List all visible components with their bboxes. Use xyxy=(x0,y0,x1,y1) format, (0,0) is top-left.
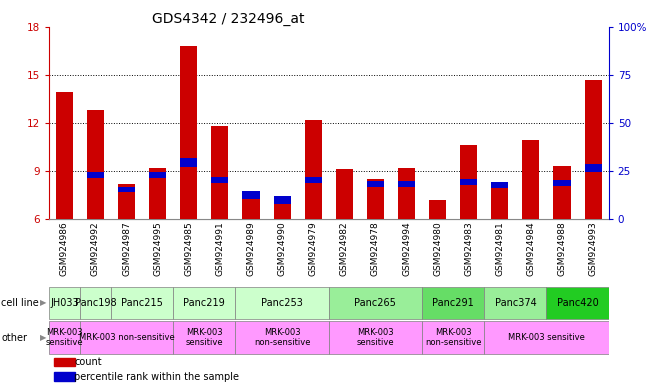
Text: other: other xyxy=(1,333,27,343)
Text: percentile rank within the sample: percentile rank within the sample xyxy=(74,371,239,382)
Text: GSM924990: GSM924990 xyxy=(277,221,286,276)
Text: GSM924991: GSM924991 xyxy=(215,221,225,276)
Text: MRK-003
sensitive: MRK-003 sensitive xyxy=(357,328,395,347)
Bar xyxy=(236,287,329,319)
Text: Panc265: Panc265 xyxy=(355,298,396,308)
Bar xyxy=(55,358,75,366)
Text: GSM924992: GSM924992 xyxy=(91,221,100,276)
Text: MRK-003
sensitive: MRK-003 sensitive xyxy=(186,328,223,347)
Bar xyxy=(173,287,236,319)
Bar xyxy=(492,184,508,219)
Bar xyxy=(118,184,135,219)
Bar xyxy=(149,172,166,178)
Bar xyxy=(273,201,290,219)
Text: Panc374: Panc374 xyxy=(495,298,536,308)
Bar xyxy=(212,177,229,183)
Bar xyxy=(484,321,609,354)
Text: MRK-003
non-sensitive: MRK-003 non-sensitive xyxy=(254,328,311,347)
Text: GSM924981: GSM924981 xyxy=(495,221,505,276)
Text: GSM924985: GSM924985 xyxy=(184,221,193,276)
Bar xyxy=(111,287,173,319)
Text: GSM924993: GSM924993 xyxy=(589,221,598,276)
Text: ▶: ▶ xyxy=(40,298,46,308)
Bar xyxy=(398,168,415,219)
Bar xyxy=(87,110,104,219)
Bar xyxy=(180,46,197,219)
Bar xyxy=(80,287,111,319)
Text: MRK-003 sensitive: MRK-003 sensitive xyxy=(508,333,585,342)
Text: GSM924986: GSM924986 xyxy=(60,221,69,276)
Text: GDS4342 / 232496_at: GDS4342 / 232496_at xyxy=(152,12,304,25)
Text: MRK-003
non-sensitive: MRK-003 non-sensitive xyxy=(425,328,482,347)
Text: Panc253: Panc253 xyxy=(261,298,303,308)
Text: Panc198: Panc198 xyxy=(75,298,117,308)
Bar xyxy=(56,93,73,219)
Bar xyxy=(80,321,173,354)
Bar xyxy=(546,287,609,319)
Text: cell line: cell line xyxy=(1,298,39,308)
Bar xyxy=(398,181,415,187)
Text: GSM924988: GSM924988 xyxy=(557,221,566,276)
Text: Panc219: Panc219 xyxy=(184,298,225,308)
Text: GSM924979: GSM924979 xyxy=(309,221,318,276)
Bar xyxy=(585,80,602,219)
Bar xyxy=(422,321,484,354)
Bar xyxy=(173,321,236,354)
Text: GSM924982: GSM924982 xyxy=(340,221,349,276)
Bar xyxy=(212,126,229,219)
Bar xyxy=(242,197,260,219)
Bar xyxy=(460,179,477,185)
Bar xyxy=(553,166,570,219)
Bar xyxy=(553,180,570,186)
Bar xyxy=(305,177,322,183)
Bar xyxy=(273,196,290,204)
Text: GSM924989: GSM924989 xyxy=(247,221,255,276)
Text: Panc215: Panc215 xyxy=(121,298,163,308)
Text: JH033: JH033 xyxy=(50,298,79,308)
Bar xyxy=(180,158,197,167)
Bar xyxy=(329,321,422,354)
Bar xyxy=(242,191,260,199)
Bar xyxy=(460,145,477,219)
Bar xyxy=(522,141,540,219)
Text: MRK-003 non-sensitive: MRK-003 non-sensitive xyxy=(79,333,174,342)
Text: GSM924983: GSM924983 xyxy=(464,221,473,276)
Bar xyxy=(87,172,104,178)
Bar xyxy=(49,321,80,354)
Bar xyxy=(367,179,384,219)
Bar xyxy=(329,287,422,319)
Text: GSM924987: GSM924987 xyxy=(122,221,131,276)
Text: Panc291: Panc291 xyxy=(432,298,474,308)
Bar xyxy=(305,120,322,219)
Text: Panc420: Panc420 xyxy=(557,298,598,308)
Text: GSM924995: GSM924995 xyxy=(153,221,162,276)
Text: ▶: ▶ xyxy=(40,333,46,342)
Bar xyxy=(236,321,329,354)
Bar xyxy=(367,181,384,187)
Bar xyxy=(49,287,80,319)
Text: count: count xyxy=(74,357,102,367)
Text: GSM924980: GSM924980 xyxy=(433,221,442,276)
Text: MRK-003
sensitive: MRK-003 sensitive xyxy=(46,328,83,347)
Bar xyxy=(149,168,166,219)
Bar xyxy=(585,164,602,172)
Bar xyxy=(336,169,353,219)
Bar xyxy=(492,182,508,188)
Bar xyxy=(429,200,446,219)
Bar xyxy=(55,372,75,381)
Text: GSM924984: GSM924984 xyxy=(527,221,535,276)
Text: GSM924994: GSM924994 xyxy=(402,221,411,276)
Text: GSM924978: GSM924978 xyxy=(371,221,380,276)
Bar xyxy=(118,187,135,192)
Bar xyxy=(422,287,484,319)
Bar xyxy=(484,287,546,319)
